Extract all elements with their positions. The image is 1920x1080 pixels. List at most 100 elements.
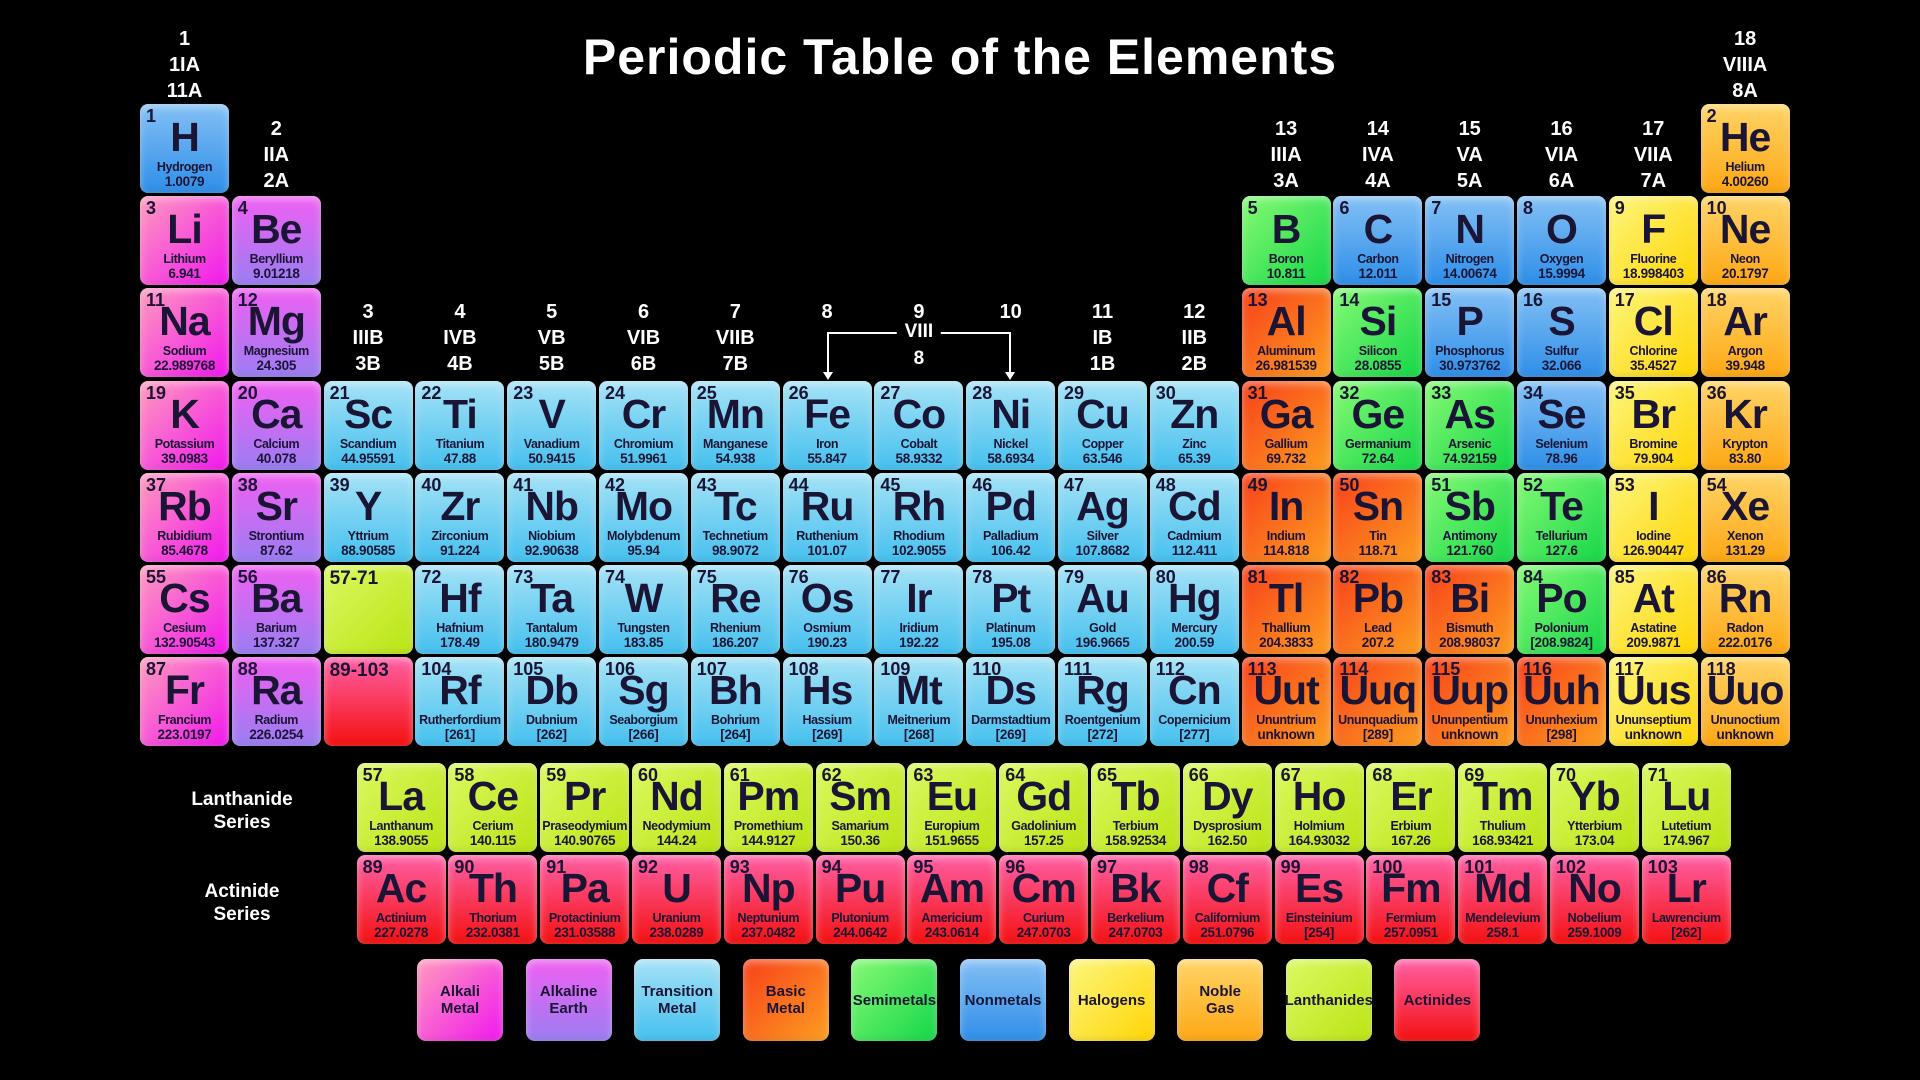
element-symbol: Cm xyxy=(1011,865,1077,911)
atomic-mass: 55.847 xyxy=(807,450,847,466)
element-tile-Uuq: 114 Uuq Ununquadium [289] xyxy=(1333,657,1423,747)
group-header-7: 7 VIIB 7B xyxy=(691,299,780,377)
atomic-mass: 227.0278 xyxy=(374,925,429,940)
element-tile-Fr: 87 Fr Francium 223.0197 xyxy=(140,657,229,747)
element-symbol: C xyxy=(1363,206,1394,253)
atomic-number: 86 xyxy=(1706,567,1727,587)
element-tile-At: 85 At Astatine 209.9871 xyxy=(1608,565,1698,654)
element-symbol: Fr xyxy=(165,667,205,714)
atomic-number: 105 xyxy=(513,659,544,680)
element-symbol: Re xyxy=(710,575,761,621)
element-name: Europium xyxy=(924,819,980,833)
legend-label-line: Basic xyxy=(765,983,806,1000)
group-header-line: 7A xyxy=(1640,170,1667,192)
element-symbol: Rf xyxy=(439,667,481,714)
group-header-line: VB xyxy=(537,327,566,349)
element-name: Thulium xyxy=(1479,819,1526,833)
element-tile-Si: 14 Si Silicon 28.0855 xyxy=(1333,288,1423,378)
atomic-mass: 22.989768 xyxy=(153,358,216,374)
element-symbol: Rh xyxy=(892,482,947,529)
atomic-number: 16 xyxy=(1523,290,1544,311)
element-symbol: Ne xyxy=(1719,206,1771,253)
element-name: Tungsten xyxy=(617,621,670,635)
group-header-line: IIIA xyxy=(1270,144,1302,166)
element-symbol: Rn xyxy=(1718,575,1773,621)
actinide-series-label-line2: Series xyxy=(213,904,271,925)
legend-swatch-actinide: Actinides xyxy=(1394,959,1481,1041)
atomic-mass: 20.1797 xyxy=(1721,266,1769,282)
element-name: Niobium xyxy=(528,528,576,543)
atomic-number: 7 xyxy=(1431,198,1442,219)
element-name: Tin xyxy=(1369,528,1387,543)
legend-swatch-semimetal: Semimetals xyxy=(851,959,938,1041)
atomic-mass: 207.2 xyxy=(1361,635,1395,650)
atomic-number: 23 xyxy=(513,382,534,403)
element-symbol: Ar xyxy=(1723,298,1768,345)
atomic-number: 95 xyxy=(913,857,934,877)
group-header-8: 8 xyxy=(821,301,833,323)
atomic-mass: 132.90543 xyxy=(153,635,216,650)
element-symbol: V xyxy=(538,390,566,437)
element-tile-Ce: 58 Ce Cerium 140.115 xyxy=(448,763,538,852)
group-header-14: 14 IVA 4A xyxy=(1333,116,1422,194)
element-tile-La: 57 La Lanthanum 138.9055 xyxy=(356,763,446,852)
element-name: Cobalt xyxy=(900,436,938,451)
group-header-line: IVB xyxy=(443,327,477,349)
group-header-line: 15 xyxy=(1458,118,1481,140)
group-header-line: 2A xyxy=(263,170,290,192)
element-name: Actinium xyxy=(375,911,427,925)
element-name: Radium xyxy=(254,713,299,728)
atomic-number: 70 xyxy=(1556,765,1577,785)
legend-label-line: Nonmetals xyxy=(964,991,1042,1009)
atomic-number: 11 xyxy=(146,290,166,311)
element-symbol: Ir xyxy=(906,575,932,621)
atomic-mass: 95.94 xyxy=(627,542,660,558)
group-header-line: IVA xyxy=(1361,144,1394,166)
group-header-18: 18 VIIIA 8A xyxy=(1701,26,1790,104)
atomic-number: 55 xyxy=(146,567,167,587)
element-tile-Tl: 81 Tl Thallium 204.3833 xyxy=(1241,565,1331,654)
element-symbol: Ba xyxy=(251,575,302,621)
element-tile-I: 53 I Iodine 126.90447 xyxy=(1608,472,1698,562)
element-tile-Th: 90 Th Thorium 232.0381 xyxy=(448,855,538,944)
element-symbol: N xyxy=(1455,206,1485,253)
atomic-mass: 35.4527 xyxy=(1629,358,1677,374)
element-tile-Cu: 29 Cu Copper 63.546 xyxy=(1058,380,1147,470)
viii-arrow-right-icon xyxy=(1004,372,1015,380)
group-header-11: 11 IB 1B xyxy=(1058,299,1147,377)
element-symbol: Zr xyxy=(440,482,480,529)
element-tile-Tb: 65 Tb Terbium 158.92534 xyxy=(1091,763,1180,852)
atomic-number: 69 xyxy=(1464,765,1485,785)
atomic-mass: 237.0482 xyxy=(741,925,796,940)
element-tile-Uut: 113 Uut Ununtrium unknown xyxy=(1241,657,1331,747)
atomic-number: 90 xyxy=(454,857,475,877)
element-name: Cadmium xyxy=(1167,528,1222,543)
atomic-mass: 258.1 xyxy=(1486,925,1520,940)
element-name: Molybdenum xyxy=(606,528,681,543)
element-name: Meitnerium xyxy=(887,713,951,728)
atomic-mass: [262] xyxy=(536,727,567,743)
element-tile-Gd: 64 Gd Gadolinium 157.25 xyxy=(999,763,1089,852)
element-symbol: P xyxy=(1456,298,1484,345)
element-symbol: Hf xyxy=(439,575,481,621)
atomic-mass: 164.93032 xyxy=(1288,833,1350,848)
element-symbol: Sn xyxy=(1352,482,1404,529)
group-header-line: 1 xyxy=(178,28,191,50)
element-tile-B: 5 B Boron 10.811 xyxy=(1241,196,1331,286)
element-tile-Se: 34 Se Selenium 78.96 xyxy=(1517,380,1606,470)
element-symbol: Ho xyxy=(1292,773,1347,819)
element-symbol: Ag xyxy=(1076,482,1130,529)
element-name: Hydrogen xyxy=(156,160,213,174)
element-symbol: Os xyxy=(800,575,855,621)
element-symbol: Mo xyxy=(614,482,673,529)
actinide-series-label: Actinide Series xyxy=(152,880,332,926)
atomic-mass: 244.0642 xyxy=(833,925,888,940)
atomic-number: 47 xyxy=(1064,474,1085,495)
element-name: Erbium xyxy=(1390,819,1432,833)
atomic-mass: [261] xyxy=(444,727,475,743)
atomic-number: 92 xyxy=(638,857,659,877)
element-tile-Al: 13 Al Aluminum 26.981539 xyxy=(1241,288,1331,378)
element-tile-Pd: 46 Pd Palladium 106.42 xyxy=(966,472,1056,562)
atomic-mass: 192.22 xyxy=(899,635,939,650)
element-symbol: Cn xyxy=(1167,667,1222,714)
